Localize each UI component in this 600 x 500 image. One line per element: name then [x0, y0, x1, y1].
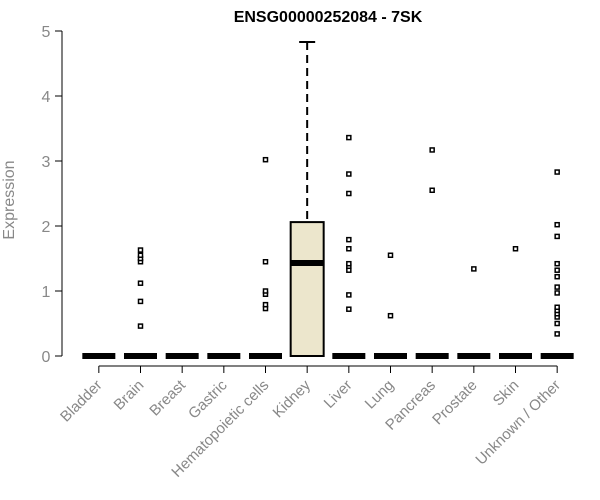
outlier-point [137, 323, 144, 329]
outlier-point [554, 273, 560, 280]
outlier-point [262, 301, 269, 308]
y-tick-label: 4 [42, 89, 51, 106]
outlier-point [554, 284, 560, 290]
outlier-point [346, 246, 352, 252]
outlier-point [554, 304, 560, 310]
outlier-point [346, 292, 352, 298]
box-5 [289, 41, 325, 357]
boxes-group [82, 41, 574, 359]
outlier-point [346, 260, 352, 267]
x-tick-label: Skin [490, 377, 523, 410]
box-body [289, 221, 325, 357]
outlier-point [554, 221, 560, 228]
y-tick-label: 2 [42, 219, 51, 236]
box-6 [332, 134, 366, 359]
chart-title: ENSG00000252084 - 7SK [234, 9, 423, 26]
outlier-point [262, 259, 269, 265]
outlier-point [262, 288, 269, 294]
y-tick-label: 0 [42, 349, 51, 366]
outlier-point [429, 147, 435, 153]
outlier-point [554, 233, 560, 240]
outlier-point [471, 266, 477, 272]
box-9 [457, 266, 491, 359]
outlier-point [346, 306, 352, 312]
outlier-point [346, 236, 352, 243]
x-tick-label: Bladder [57, 377, 106, 426]
outlier-point [137, 247, 144, 253]
x-tick-label: Breast [146, 376, 189, 419]
y-tick-label: 5 [42, 24, 51, 41]
outlier-point [262, 156, 269, 163]
outlier-point [554, 260, 560, 267]
box-4 [249, 156, 282, 359]
outlier-point [554, 169, 560, 175]
x-tick-label: Liver [321, 377, 356, 412]
outlier-point [346, 134, 352, 141]
box-8 [415, 147, 449, 359]
box-11 [540, 169, 574, 359]
x-tick-label: Brain [111, 377, 148, 414]
x-tick-label: Lung [362, 377, 398, 413]
outlier-point [137, 298, 144, 305]
outlier-point [512, 246, 519, 252]
y-axis: 0 1 2 3 4 5 [42, 24, 63, 366]
outlier-point [137, 280, 144, 286]
y-axis-label: Expression [1, 160, 18, 239]
box-10 [499, 246, 532, 359]
y-tick-label: 3 [42, 154, 51, 171]
outlier-point [554, 320, 560, 327]
outlier-point [554, 267, 560, 273]
x-tick-label: Kidney [270, 376, 315, 421]
box-1 [124, 247, 157, 359]
outlier-point [429, 187, 435, 193]
outlier-point [346, 190, 352, 197]
outlier-point [387, 312, 394, 319]
y-tick-label: 1 [42, 284, 51, 301]
outlier-point [554, 290, 560, 296]
box-7 [374, 252, 407, 359]
outlier-point [346, 171, 352, 177]
outlier-point [137, 252, 144, 258]
x-tick-label: Prostate [429, 377, 481, 429]
outlier-point [387, 252, 394, 258]
outlier-point [554, 331, 560, 337]
